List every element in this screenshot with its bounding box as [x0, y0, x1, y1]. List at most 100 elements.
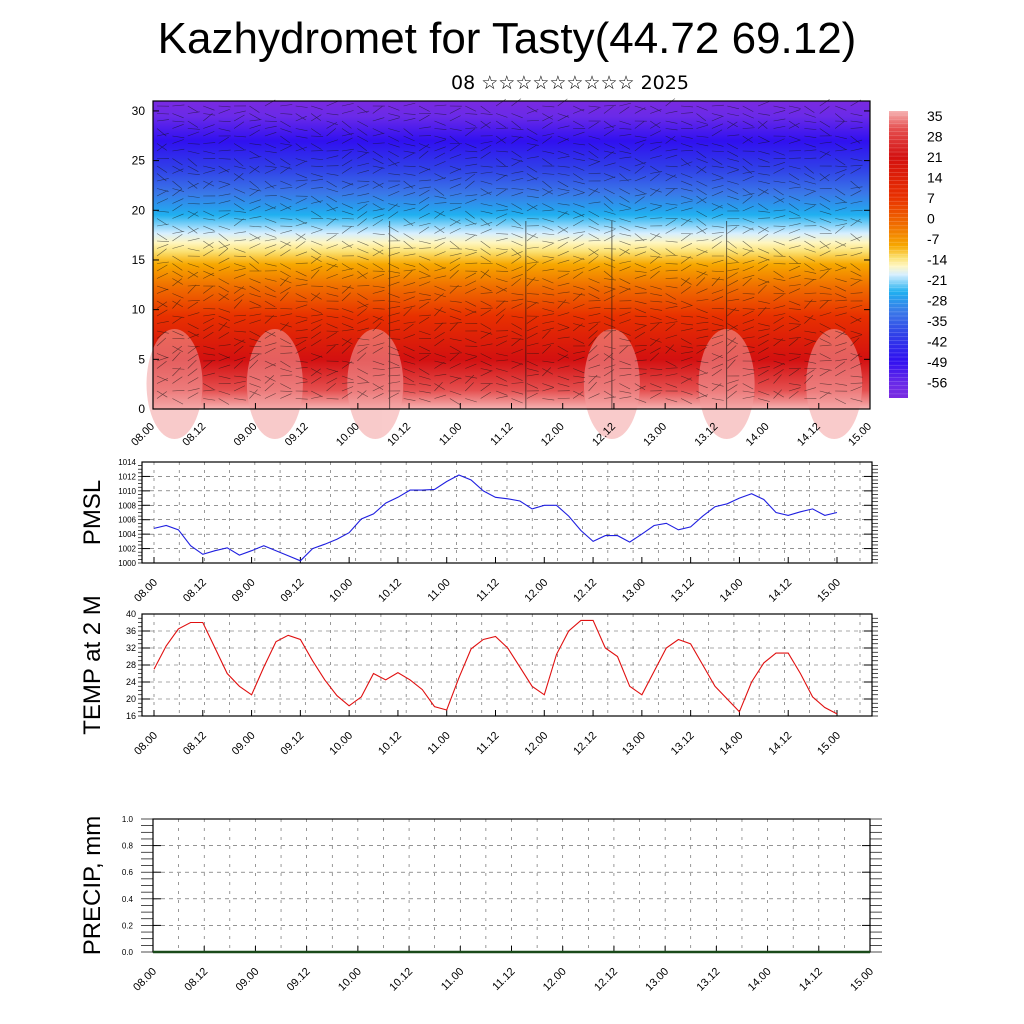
wind-barb [819, 243, 831, 249]
wind-barb [496, 173, 508, 177]
wind-barb [526, 156, 539, 159]
wind-barb [634, 196, 645, 204]
wind-barb [264, 300, 276, 308]
wind-barb [264, 360, 276, 367]
wind-barb [357, 135, 369, 142]
wind-barb [542, 209, 555, 212]
wind-barb [357, 152, 368, 159]
wind-barb [172, 168, 184, 174]
wind-barb [572, 391, 584, 399]
wind-barb [172, 300, 184, 308]
wind-barb [542, 285, 554, 291]
wind-barb [449, 322, 459, 332]
wind-barb [341, 381, 354, 384]
wind-barb [773, 197, 785, 204]
wind-barb [341, 285, 352, 294]
wind-barb [650, 165, 661, 173]
wind-barb [326, 398, 339, 400]
wind-barb [727, 113, 740, 117]
wind-barb [557, 210, 570, 215]
wind-barb [526, 165, 538, 173]
wind-barb [418, 275, 431, 279]
wind-barb [280, 165, 292, 170]
wind-barb [573, 243, 585, 249]
wind-barb [542, 158, 553, 166]
wind-barb [804, 360, 817, 364]
wind-barb [280, 374, 293, 377]
wind-barb [835, 369, 846, 377]
wind-barb [341, 226, 352, 234]
wind-barb [696, 143, 709, 147]
wind-barb [557, 323, 570, 328]
wind-barb [172, 231, 185, 234]
wind-barb [680, 264, 692, 272]
wind-barb [526, 109, 539, 114]
wind-barb [619, 225, 631, 232]
wind-barb [172, 368, 185, 370]
wind-barb [203, 124, 215, 129]
wind-barb [834, 173, 846, 182]
wind-barb [326, 344, 339, 347]
wind-barb [187, 180, 198, 189]
wind-barb [742, 259, 755, 264]
wind-barb [758, 150, 770, 155]
wind-barb [465, 398, 477, 403]
wind-barb [480, 269, 490, 279]
wind-barb [665, 98, 676, 107]
wind-barb [280, 113, 293, 115]
wind-barb [172, 198, 184, 204]
wind-barb [511, 382, 524, 384]
wind-barb [434, 113, 447, 115]
panel-frame [141, 613, 873, 717]
wind-barb [819, 353, 831, 360]
wind-barb [434, 338, 445, 347]
wind-barb [742, 308, 755, 310]
wind-barb [835, 105, 847, 111]
wind-barb [680, 135, 693, 139]
wind-barb [542, 203, 554, 209]
wind-barb [264, 382, 275, 392]
wind-barb [788, 217, 801, 219]
wind-barb [711, 143, 724, 147]
wind-barb [310, 269, 320, 279]
wind-barb [650, 285, 662, 290]
wind-barb [773, 294, 784, 302]
wind-barb [619, 106, 630, 114]
wind-barb [233, 385, 245, 392]
wind-barb [650, 233, 662, 238]
y-tick-label: 24 [126, 677, 136, 687]
wind-barb [680, 338, 692, 345]
wind-barb [526, 177, 539, 182]
wind-barb [526, 360, 538, 367]
wind-barb [835, 165, 848, 168]
wind-barb [495, 308, 506, 317]
wind-barb [804, 165, 815, 174]
wind-barb [465, 374, 475, 384]
wind-barb [357, 293, 368, 301]
wind-barb [418, 293, 431, 296]
y-tick-label: 16 [126, 711, 136, 721]
wind-barb [403, 247, 416, 249]
wind-barb [280, 338, 292, 345]
x-tick-label: 10.00 [327, 577, 355, 605]
wind-barb [742, 136, 753, 144]
wind-barb [773, 188, 784, 196]
wind-barb [311, 105, 323, 110]
chart-subtitle: 08 ☆☆☆☆☆☆☆☆☆ 2025 [451, 72, 689, 94]
wind-barb [403, 192, 416, 197]
wind-barb [819, 270, 829, 279]
wind-barb [727, 150, 739, 157]
wind-barb [603, 295, 615, 302]
wind-barb [804, 279, 815, 287]
wind-barb [588, 255, 599, 264]
wind-barb [465, 163, 478, 167]
wind-barb [187, 392, 199, 399]
wind-barb [218, 248, 229, 257]
wind-barb [680, 218, 693, 223]
wind-barb [819, 344, 832, 347]
wind-barb [603, 195, 614, 204]
wind-barb [218, 390, 231, 395]
wind-barb [680, 161, 693, 167]
wind-barb [295, 233, 306, 242]
wind-barb [773, 338, 784, 347]
